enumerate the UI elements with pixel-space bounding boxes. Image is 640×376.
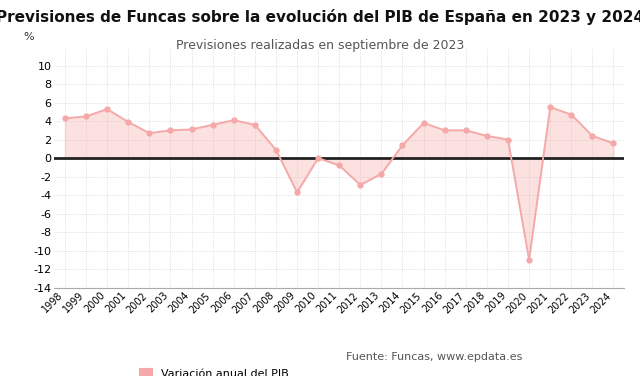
Text: Previsiones de Funcas sobre la evolución del PIB de España en 2023 y 2024: Previsiones de Funcas sobre la evolución… — [0, 9, 640, 26]
Text: Previsiones realizadas en septiembre de 2023: Previsiones realizadas en septiembre de … — [176, 39, 464, 53]
Legend: Variación anual del PIB: Variación anual del PIB — [134, 364, 293, 376]
Text: %: % — [23, 32, 34, 42]
Text: Fuente: Funcas, www.epdata.es: Fuente: Funcas, www.epdata.es — [346, 352, 522, 362]
